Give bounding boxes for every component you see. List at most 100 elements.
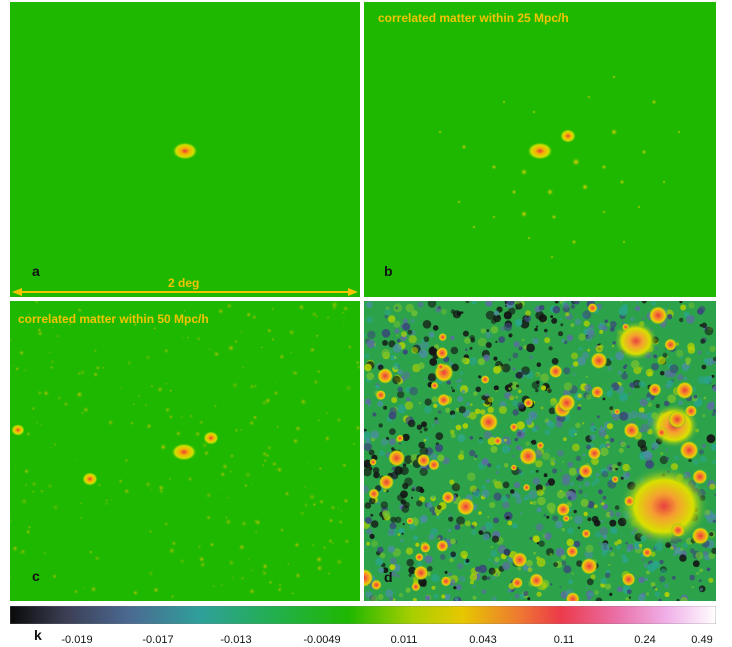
density-blob: [574, 318, 582, 326]
faint-halo: [119, 386, 123, 390]
density-blob: [545, 334, 548, 337]
density-blob: [513, 301, 521, 305]
faint-halo: [132, 589, 139, 597]
density-blob: [643, 450, 652, 459]
colorbar-tick: 0.49: [691, 634, 713, 646]
bright-halo: [623, 422, 640, 439]
density-blob: [530, 501, 533, 505]
faint-halo: [289, 351, 293, 354]
density-blob: [398, 528, 405, 535]
density-blob: [683, 368, 687, 372]
density-blob: [409, 523, 416, 530]
density-blob: [578, 346, 583, 352]
faint-halo: [303, 485, 307, 489]
density-blob: [607, 323, 611, 327]
bright-halo: [529, 572, 544, 588]
density-blob: [544, 328, 548, 333]
density-blob: [364, 363, 372, 372]
density-blob: [488, 558, 492, 562]
bright-halo: [420, 542, 431, 554]
faint-halo: [42, 389, 50, 397]
density-blob: [687, 346, 696, 354]
density-blob: [503, 322, 513, 332]
faint-halo: [294, 571, 302, 580]
density-blob: [682, 542, 689, 549]
faint-halo: [337, 507, 340, 510]
density-blob: [375, 385, 380, 389]
density-blob: [423, 336, 430, 343]
density-blob: [462, 554, 467, 559]
density-blob: [450, 551, 457, 558]
density-blob: [405, 303, 414, 313]
density-blob: [638, 543, 643, 548]
density-blob: [506, 439, 512, 446]
density-blob: [515, 395, 518, 399]
density-blob: [559, 318, 562, 321]
density-blob: [611, 344, 615, 348]
faint-halo: [25, 431, 31, 437]
density-blob: [383, 489, 386, 493]
density-blob: [701, 364, 707, 370]
density-blob: [381, 348, 391, 358]
density-blob: [699, 579, 702, 582]
density-blob: [535, 325, 539, 328]
density-blob: [534, 327, 538, 332]
density-blob: [503, 548, 510, 556]
density-blob: [365, 437, 371, 444]
density-blob: [699, 455, 707, 463]
density-blob: [645, 592, 650, 596]
faint-halo: [110, 498, 114, 501]
density-blob: [641, 558, 645, 562]
density-blob: [448, 516, 454, 522]
bright-halo: [621, 572, 636, 587]
faint-halo: [49, 365, 54, 370]
density-blob: [604, 583, 612, 590]
density-blob: [631, 387, 635, 390]
bright-halos: [364, 302, 710, 601]
density-blob: [647, 371, 653, 377]
density-blob: [388, 411, 397, 420]
density-blob: [364, 431, 371, 440]
density-blob: [474, 457, 477, 461]
faint-halo: [67, 322, 72, 327]
density-blob: [551, 357, 559, 365]
faint-halo: [164, 406, 171, 414]
density-blob: [612, 413, 620, 421]
bright-halo: [414, 552, 424, 562]
bright-halo: [590, 351, 608, 370]
bright-halo: [587, 302, 598, 314]
density-blob: [406, 397, 411, 402]
panel-a-map: [12, 142, 358, 296]
bright-halo: [510, 464, 518, 471]
density-blob: [422, 320, 432, 329]
density-blob: [711, 374, 715, 378]
density-blob: [609, 547, 613, 550]
density-blob: [606, 423, 614, 430]
bright-halo: [675, 381, 694, 400]
scattered-halos: [10, 301, 360, 599]
faint-halo: [291, 591, 295, 595]
faint-halo: [318, 498, 325, 505]
density-blob: [439, 554, 446, 560]
density-blob: [366, 372, 375, 381]
scattered-halos: [438, 75, 681, 259]
density-blob: [662, 352, 668, 358]
density-blob: [554, 301, 559, 304]
density-blob: [595, 597, 603, 601]
faint-halo: [278, 353, 286, 361]
density-blob: [517, 469, 522, 474]
density-blob: [370, 520, 379, 528]
density-blob: [419, 446, 429, 456]
density-blob: [602, 503, 609, 510]
density-blob: [480, 525, 487, 532]
density-blob: [711, 547, 716, 554]
density-blob: [637, 411, 645, 419]
density-blob: [713, 356, 716, 362]
density-blob: [469, 449, 476, 457]
density-blob: [437, 505, 442, 510]
density-blob: [509, 382, 513, 386]
density-blob: [609, 320, 617, 328]
density-blob: [547, 388, 552, 393]
main-halo: [171, 443, 197, 461]
density-blob: [660, 568, 667, 575]
